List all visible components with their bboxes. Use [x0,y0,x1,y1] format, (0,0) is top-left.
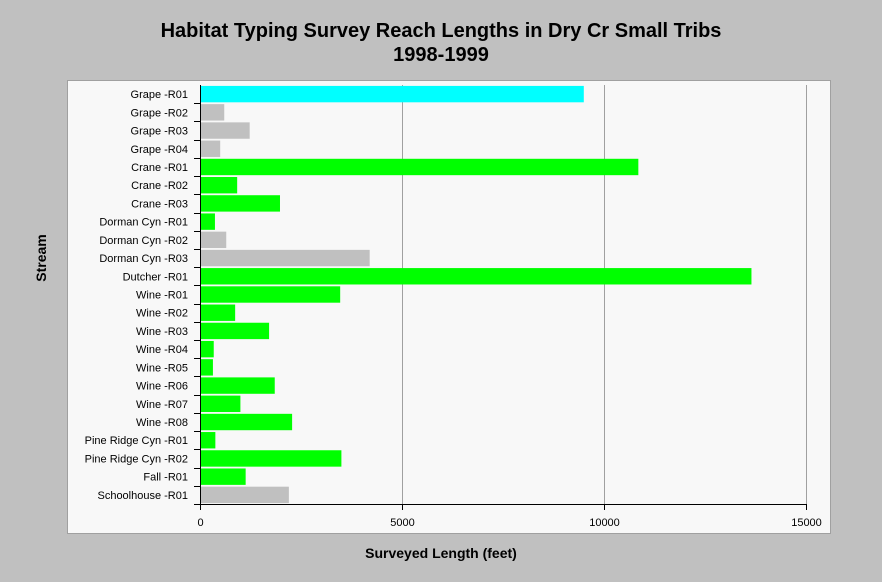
y-tick-label-12: Wine -R02 [136,308,188,320]
bar-14 [200,340,214,358]
y-tick-label-3: Grape -R04 [131,144,188,156]
bar-15 [200,359,213,376]
y-tick-label-16: Wine -R06 [136,381,188,393]
y-tick-label-20: Pine Ridge Cyn -R02 [85,453,188,465]
bar-10 [200,268,752,285]
bar-6 [200,195,280,212]
bar-2 [200,122,250,139]
bar-17 [200,395,241,413]
y-tick-label-2: Grape -R03 [131,126,188,138]
bar-18 [200,413,293,431]
x-tick-label-2: 10000 [589,517,620,529]
y-tick-label-10: Dutcher -R01 [123,271,188,283]
bar-19 [200,432,216,449]
bar-5 [200,176,238,194]
bar-1 [200,104,225,121]
y-tick-label-21: Fall -R01 [143,472,188,484]
bar-7 [200,213,215,230]
bar-16 [200,377,275,394]
bar-11 [200,286,341,303]
y-tick-label-1: Grape -R02 [131,107,188,119]
y-tick-label-18: Wine -R08 [136,417,188,429]
y-axis-label: Stream [33,234,49,282]
y-tick-label-11: Wine -R01 [136,290,188,302]
bar-22 [200,486,289,504]
bar-12 [200,304,236,321]
bar-3 [200,140,221,157]
bar-0 [200,85,584,103]
bar-8 [200,231,227,249]
x-axis-label: Surveyed Length (feet) [365,545,517,561]
bar-4 [200,158,639,176]
chart-title: Habitat Typing Survey Reach Lengths in D… [160,20,722,42]
x-tick-label-1: 5000 [390,517,414,529]
y-tick-label-13: Wine -R03 [136,326,188,338]
y-tick-label-4: Crane -R01 [131,162,188,174]
bar-21 [200,468,246,485]
x-tick-label-0: 0 [197,517,203,529]
x-tick-label-3: 15000 [791,517,822,529]
chart-subtitle: 1998-1999 [393,44,489,66]
y-tick-label-8: Dorman Cyn -R02 [99,235,188,247]
y-tick-label-9: Dorman Cyn -R03 [99,253,188,265]
bar-20 [200,450,342,467]
y-tick-label-22: Schoolhouse -R01 [97,490,188,502]
y-tick-label-15: Wine -R05 [136,362,188,374]
y-tick-label-0: Grape -R01 [131,89,188,101]
bar-9 [200,249,370,267]
y-tick-label-14: Wine -R04 [136,344,188,356]
y-tick-label-17: Wine -R07 [136,399,188,411]
y-tick-label-5: Crane -R02 [131,180,188,192]
bar-13 [200,322,270,340]
y-tick-label-19: Pine Ridge Cyn -R01 [85,435,188,447]
y-tick-label-6: Crane -R03 [131,198,188,210]
plot-area [67,80,831,534]
y-tick-label-7: Dorman Cyn -R01 [99,217,188,229]
